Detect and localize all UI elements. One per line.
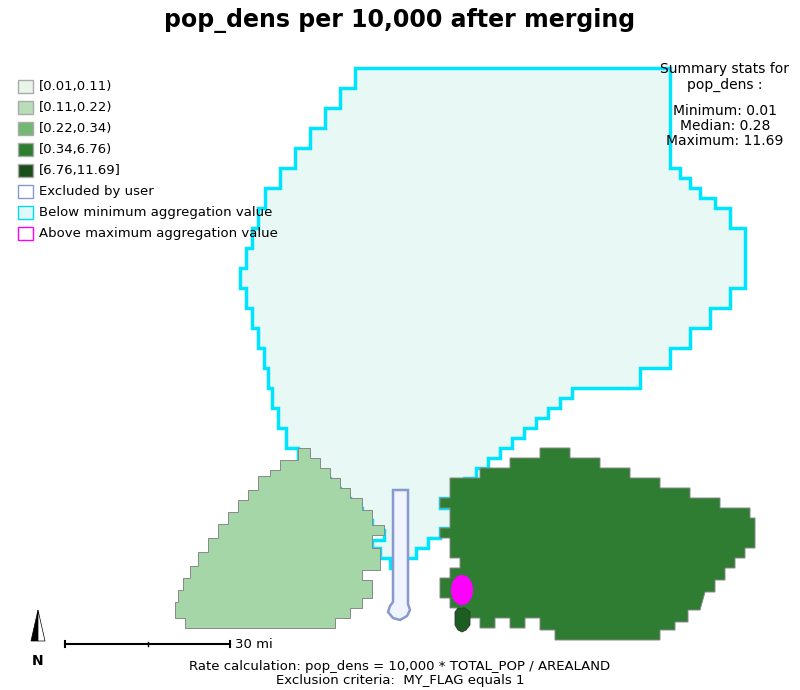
Polygon shape — [388, 490, 410, 620]
Text: [0.34,6.76): [0.34,6.76) — [39, 143, 112, 156]
Polygon shape — [175, 448, 384, 628]
Text: Excluded by user: Excluded by user — [39, 185, 154, 198]
Text: 30 mi: 30 mi — [235, 638, 273, 651]
Bar — [18, 101, 33, 114]
Text: Minimum: 0.01: Minimum: 0.01 — [673, 104, 777, 118]
Bar — [18, 185, 33, 198]
Text: N: N — [32, 654, 44, 668]
Polygon shape — [240, 68, 745, 568]
Text: [0.22,0.34): [0.22,0.34) — [39, 122, 112, 135]
Polygon shape — [455, 608, 470, 632]
Text: Above maximum aggregation value: Above maximum aggregation value — [39, 227, 278, 240]
Polygon shape — [31, 610, 38, 641]
Bar — [18, 206, 33, 219]
Text: [0.01,0.11): [0.01,0.11) — [39, 80, 112, 93]
Bar — [18, 143, 33, 156]
Bar — [18, 227, 33, 240]
Text: [6.76,11.69]: [6.76,11.69] — [39, 164, 121, 177]
Text: Exclusion criteria:  MY_FLAG equals 1: Exclusion criteria: MY_FLAG equals 1 — [276, 674, 524, 687]
Text: pop_dens per 10,000 after merging: pop_dens per 10,000 after merging — [165, 8, 635, 33]
Bar — [18, 122, 33, 135]
Text: Below minimum aggregation value: Below minimum aggregation value — [39, 206, 272, 219]
Text: Summary stats for
pop_dens :: Summary stats for pop_dens : — [661, 62, 790, 92]
Text: Maximum: 11.69: Maximum: 11.69 — [666, 134, 784, 148]
Bar — [18, 164, 33, 177]
Text: Median: 0.28: Median: 0.28 — [680, 119, 770, 133]
Text: Rate calculation: pop_dens = 10,000 * TOTAL_POP / AREALAND: Rate calculation: pop_dens = 10,000 * TO… — [190, 660, 610, 673]
Polygon shape — [452, 576, 472, 604]
Text: [0.11,0.22): [0.11,0.22) — [39, 101, 113, 114]
Polygon shape — [440, 448, 755, 640]
Polygon shape — [38, 610, 45, 641]
Bar — [18, 80, 33, 93]
